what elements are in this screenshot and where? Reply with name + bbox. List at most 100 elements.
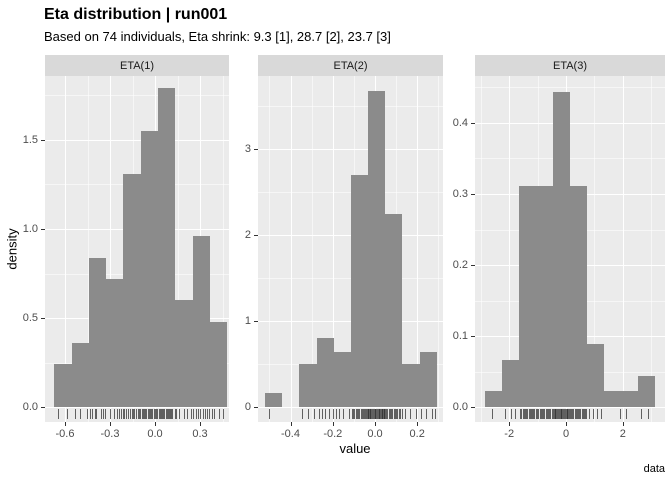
gridline-minor-v xyxy=(222,76,224,422)
rug-tick xyxy=(329,409,330,419)
gridline-minor-v xyxy=(177,76,179,422)
rug-tick xyxy=(376,409,377,419)
histogram-bar xyxy=(299,364,317,407)
rug-tick xyxy=(580,409,581,420)
rug-tick xyxy=(172,409,173,419)
rug-tick xyxy=(396,409,397,419)
rug-tick xyxy=(349,409,350,419)
rug-tick xyxy=(105,409,106,419)
histogram-bar xyxy=(385,213,402,407)
rug-tick xyxy=(405,409,406,419)
gridline-minor-v xyxy=(594,76,596,422)
histogram-bar xyxy=(604,391,621,407)
rug-tick xyxy=(586,409,587,420)
rug-tick xyxy=(578,409,579,420)
rug-tick xyxy=(152,409,153,419)
rug-tick xyxy=(379,409,380,419)
rug-tick xyxy=(119,409,120,419)
x-tick-mark xyxy=(509,422,511,426)
rug-tick xyxy=(156,409,157,419)
rug-tick xyxy=(168,409,169,419)
rug-tick xyxy=(421,409,422,419)
rug-tick xyxy=(582,409,583,420)
rug-tick xyxy=(103,409,104,419)
rug-tick xyxy=(395,409,396,419)
rug-tick xyxy=(384,409,385,419)
rug-tick xyxy=(193,409,194,419)
rug-tick xyxy=(223,409,224,419)
rug-tick xyxy=(149,409,150,419)
rug-tick xyxy=(567,409,568,420)
rug-tick xyxy=(142,409,143,419)
rug-tick xyxy=(354,409,355,419)
rug-tick xyxy=(121,409,122,419)
rug-tick xyxy=(564,409,565,420)
rug-tick xyxy=(169,409,170,419)
x-tick-label: 0.0 xyxy=(367,428,383,440)
rug-tick xyxy=(184,409,185,419)
rug-tick xyxy=(368,409,369,419)
rug-tick xyxy=(175,409,176,419)
rug-tick xyxy=(597,409,598,420)
x-tick-mark xyxy=(622,422,624,426)
rug-tick xyxy=(547,409,548,420)
rug-tick xyxy=(387,409,388,419)
rug-tick xyxy=(146,409,147,419)
x-tick-label: 0.0 xyxy=(147,428,163,440)
rug-tick xyxy=(402,409,403,419)
rug-tick xyxy=(357,409,358,419)
gridline-minor-v xyxy=(438,76,440,422)
rug-tick xyxy=(101,409,102,419)
rug-tick xyxy=(556,409,557,420)
rug-tick xyxy=(162,409,163,419)
rug-tick xyxy=(526,409,527,420)
rug-tick xyxy=(110,409,111,419)
rug-tick xyxy=(138,409,139,419)
y-tick-label: 0.5 xyxy=(22,312,38,324)
rug-tick xyxy=(572,409,573,420)
rug-tick xyxy=(569,409,570,420)
gridline-major-h xyxy=(258,149,443,150)
facet-strip-label: ETA(1) xyxy=(119,59,155,72)
histogram-bar xyxy=(638,375,655,408)
rug-tick xyxy=(378,409,379,419)
rug-tick xyxy=(559,409,560,420)
facet-eta1: ETA(1) -0.6 -0.3 0.0 0.3 0.0 0.5 1.0 1.5 xyxy=(23,55,229,455)
rug-tick xyxy=(524,409,525,420)
rug-tick xyxy=(585,409,586,420)
gridline-major-h xyxy=(475,122,665,124)
rug-tick xyxy=(426,409,427,419)
x-tick-mark xyxy=(375,422,376,426)
y-tick-label: 1.5 xyxy=(22,133,38,146)
histogram-bar xyxy=(123,173,141,408)
gridline-minor-h xyxy=(258,192,443,193)
histogram-bar xyxy=(210,321,227,408)
rug-tick xyxy=(571,409,572,420)
rug-tick xyxy=(525,409,526,420)
y-tick-mark xyxy=(471,193,475,195)
histogram-bar xyxy=(553,91,570,407)
x-tick-label: 0.2 xyxy=(409,428,425,440)
histogram-bar xyxy=(265,393,282,408)
rug-tick xyxy=(555,409,556,420)
x-tick-label: -0.6 xyxy=(55,428,75,440)
rug-tick xyxy=(552,409,553,420)
rug-tick xyxy=(95,409,96,419)
histogram-bar xyxy=(106,278,123,407)
rug-tick xyxy=(148,409,149,419)
rug-tick xyxy=(336,409,337,419)
plot-subtitle: Based on 74 individuals, Eta shrink: 9.3… xyxy=(44,29,391,44)
rug-tick xyxy=(369,409,370,419)
x-tick-label: -0.4 xyxy=(281,428,300,440)
rug-tick xyxy=(322,409,323,419)
rug-tick xyxy=(371,409,372,419)
rug-tick xyxy=(314,409,315,419)
rug-tick xyxy=(161,409,162,419)
gridline-minor-h xyxy=(258,278,443,279)
gridline-minor-v xyxy=(311,76,313,422)
rug-tick xyxy=(356,409,357,419)
rug-tick xyxy=(187,409,188,419)
rug-tick xyxy=(364,409,365,419)
rug-tick xyxy=(134,409,135,419)
